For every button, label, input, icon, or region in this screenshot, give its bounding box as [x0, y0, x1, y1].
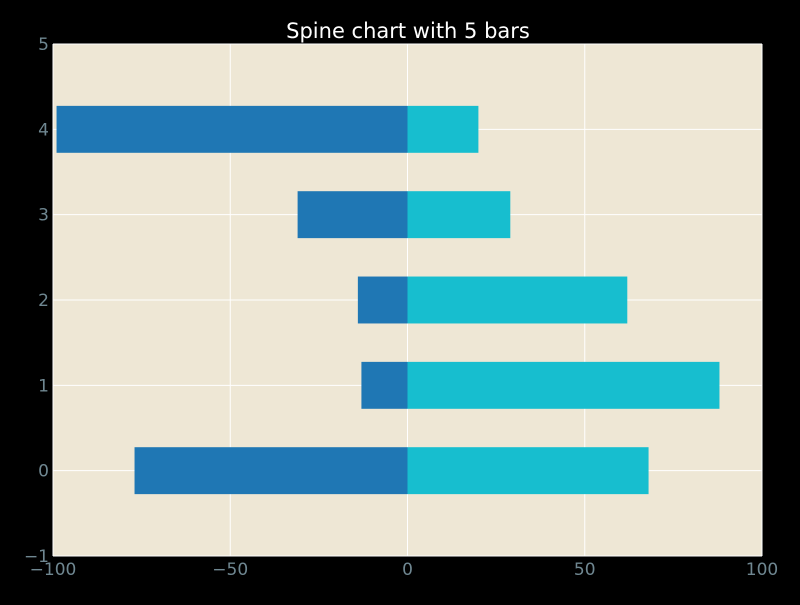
x-axis-ticks: −100 −50 0 50 100	[30, 560, 779, 580]
y-tick-label: 1	[38, 376, 49, 396]
bar-series2-row0	[407, 447, 649, 495]
x-tick-label: 100	[746, 560, 778, 580]
y-tick-label: 0	[38, 462, 49, 482]
y-axis-ticks: −1 0 1 2 3 4 5	[24, 35, 49, 567]
bar-series1-row1	[361, 361, 408, 409]
x-tick-label: −100	[30, 560, 77, 580]
y-tick-label: 5	[38, 35, 49, 55]
bar-series1-row3	[297, 191, 408, 239]
bar-series1-row4	[56, 105, 408, 153]
y-tick-label: 4	[38, 120, 49, 140]
y-tick-label: 3	[38, 206, 49, 226]
bar-series2-row4	[407, 105, 479, 153]
bar-series1-row0	[134, 447, 408, 495]
bar-series2-row1	[407, 361, 720, 409]
chart-title: Spine chart with 5 bars	[286, 19, 530, 43]
bars	[56, 105, 720, 495]
bar-series2-row3	[407, 191, 511, 239]
y-tick-label: −1	[24, 547, 49, 567]
bar-series2-row2	[407, 276, 628, 324]
x-tick-label: −50	[212, 560, 248, 580]
x-tick-label: 50	[574, 560, 596, 580]
x-tick-label: 0	[402, 560, 413, 580]
y-tick-label: 2	[38, 291, 49, 311]
bar-series1-row2	[357, 276, 408, 324]
